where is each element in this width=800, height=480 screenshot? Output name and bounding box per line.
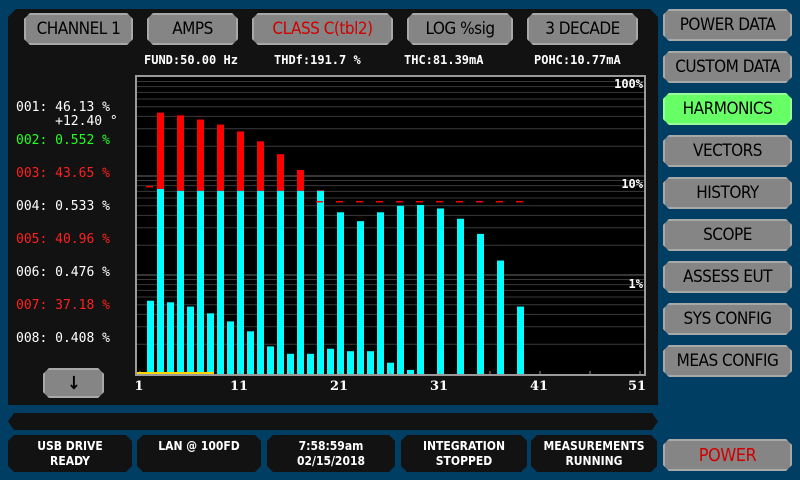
harmonic-row-3: 003: 43.65 % [16, 166, 110, 181]
vectors-button[interactable]: VECTORS [663, 135, 792, 167]
harmonic-row-5: 005: 40.96 % [16, 232, 110, 247]
x-tick-21: 21 [329, 379, 349, 394]
harmonic-row-7: 007: 37.18 % [16, 298, 110, 313]
y-tick-1: 1% [628, 277, 643, 291]
thc-value: THC:81.39mA [404, 53, 484, 67]
meas-config-button[interactable]: MEAS CONFIG [663, 345, 792, 377]
measurement-status: MEASUREMENTS RUNNING [531, 435, 657, 472]
measurement-status-line2: RUNNING [565, 453, 623, 468]
harmonic-row-1: 001: 46.13 % [16, 100, 110, 115]
usb-status: USB DRIVE READY [8, 435, 132, 472]
message-bar [8, 413, 658, 430]
integration-status: INTEGRATION STOPPED [401, 435, 527, 472]
chart-canvas [137, 81, 644, 374]
clock-time: 7:58:59am [298, 438, 364, 453]
arrow-down-icon: ↓ [66, 372, 81, 394]
x-tick-1: 1 [134, 379, 144, 394]
power-data-button[interactable]: POWER DATA [663, 9, 792, 41]
decade-range-button[interactable]: 3 DECADE [527, 13, 638, 45]
sys-config-button[interactable]: SYS CONFIG [663, 303, 792, 335]
clock: 7:58:59am 02/15/2018 [267, 435, 395, 472]
harmonic-row-2: 002: 0.552 % [16, 133, 110, 148]
fundamental-frequency: FUND:50.00 Hz [144, 53, 238, 67]
integration-status-line2: STOPPED [435, 453, 493, 468]
harmonic-row-4: 004: 0.533 % [16, 199, 110, 214]
y-tick-100: 100% [614, 77, 643, 91]
lan-status-line1: LAN @ 100FD [158, 439, 240, 453]
lan-status: LAN @ 100FD [137, 435, 261, 472]
usb-status-line1: USB DRIVE [37, 438, 103, 453]
harmonic-row-6: 006: 0.476 % [16, 265, 110, 280]
harmonic-row-1-phase: +12.40 ° [16, 114, 118, 129]
scroll-down-button[interactable]: ↓ [43, 368, 104, 398]
x-tick-41: 41 [529, 379, 549, 394]
harmonics-chart [135, 75, 646, 376]
x-tick-51: 51 [627, 379, 647, 394]
pohc-value: POHC:10.77mA [534, 53, 621, 67]
assess-eut-button[interactable]: ASSESS EUT [663, 261, 792, 293]
channel-button[interactable]: CHANNEL 1 [24, 13, 133, 45]
scope-button[interactable]: SCOPE [663, 219, 792, 251]
harmonic-row-8: 008: 0.408 % [16, 331, 110, 346]
x-tick-31: 31 [429, 379, 449, 394]
thd-value: THDf:191.7 % [274, 53, 361, 67]
y-tick-10: 10% [621, 177, 643, 191]
integration-status-line1: INTEGRATION [423, 438, 505, 453]
power-button[interactable]: POWER [663, 439, 792, 471]
scale-mode-button[interactable]: LOG %sig [407, 13, 513, 45]
history-button[interactable]: HISTORY [663, 177, 792, 209]
units-button[interactable]: AMPS [147, 13, 238, 45]
usb-status-line2: READY [50, 453, 90, 468]
clock-date: 02/15/2018 [297, 453, 365, 468]
class-limit-button[interactable]: CLASS C(tbl2) [252, 13, 393, 45]
custom-data-button[interactable]: CUSTOM DATA [663, 51, 792, 83]
harmonics-button[interactable]: HARMONICS [663, 93, 792, 125]
x-tick-11: 11 [229, 379, 249, 394]
measurement-status-line1: MEASUREMENTS [543, 438, 645, 453]
